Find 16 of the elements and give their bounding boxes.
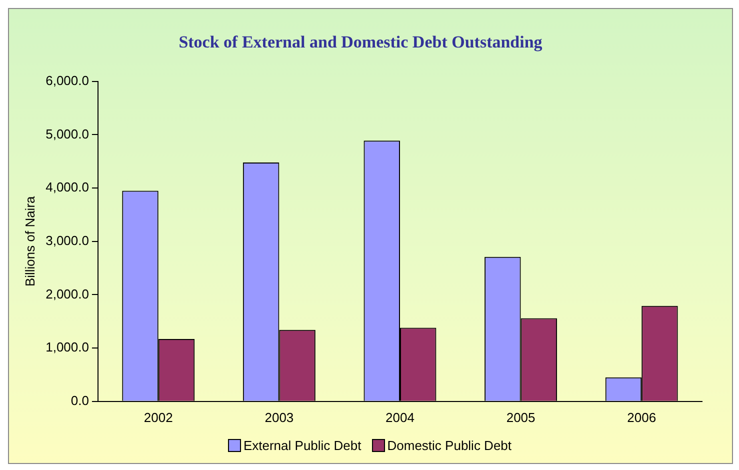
y-tick-label: 0.0 <box>70 392 89 408</box>
x-tick-label: 2006 <box>627 410 656 425</box>
x-tick-label: 2002 <box>144 410 173 425</box>
x-tick-label: 2005 <box>506 410 536 425</box>
y-axis-title: Billions of Naira <box>22 195 38 287</box>
y-tick-label: 5,000.0 <box>46 126 89 142</box>
y-tick-label: 3,000.0 <box>46 232 89 248</box>
y-tick-label: 1,000.0 <box>46 340 89 355</box>
x-tick-label: 2003 <box>264 410 294 425</box>
x-tick-label: 2004 <box>386 410 414 425</box>
legend-label: External Public Debt <box>243 438 362 453</box>
y-tick-label: 4,000.0 <box>46 180 89 195</box>
y-tick-label: 6,000.0 <box>46 72 89 88</box>
legend-label: Domestic Public Debt <box>387 438 512 453</box>
chart-title: Stock of External and Domestic Debt Outstanding <box>178 32 543 52</box>
y-tick-label: 2,000.0 <box>46 286 89 302</box>
